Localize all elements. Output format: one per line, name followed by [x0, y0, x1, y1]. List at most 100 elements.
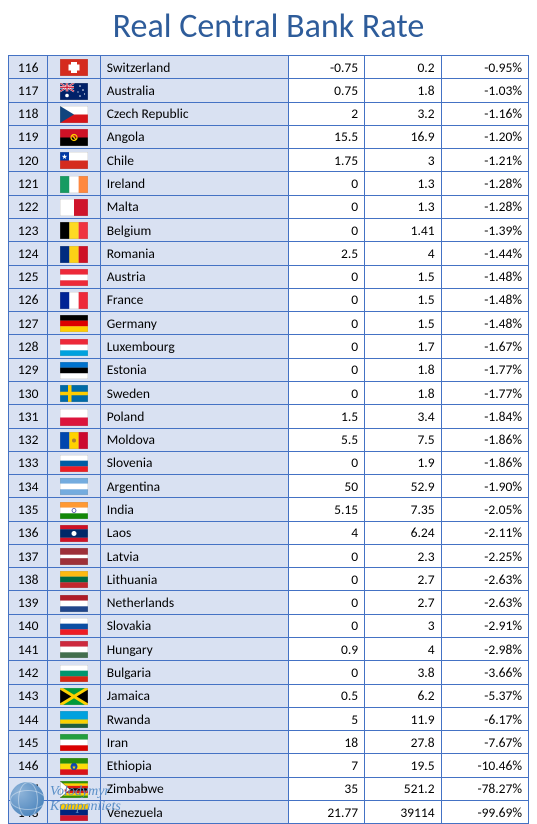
flag-cell: [48, 475, 100, 498]
value1-cell: 0.5: [288, 684, 364, 707]
country-cell: Sweden: [100, 381, 288, 404]
percent-cell: -2.25%: [441, 544, 528, 567]
percent-cell: -1.48%: [441, 288, 528, 311]
country-cell: Poland: [100, 405, 288, 428]
country-cell: Bulgaria: [100, 661, 288, 684]
flag-cell: [48, 335, 100, 358]
value1-cell: 0: [288, 335, 364, 358]
country-cell: Ireland: [100, 172, 288, 195]
flag-cell: [48, 125, 100, 148]
percent-cell: -6.17%: [441, 707, 528, 730]
percent-cell: -5.37%: [441, 684, 528, 707]
country-cell: Rwanda: [100, 707, 288, 730]
country-cell: Austria: [100, 265, 288, 288]
table-row: 122 Malta 0 1.3 -1.28%: [9, 195, 529, 218]
svg-text:★: ★: [72, 765, 77, 771]
rank-cell: 134: [9, 475, 48, 498]
percent-cell: -99.69%: [441, 801, 528, 824]
percent-cell: -3.66%: [441, 661, 528, 684]
table-row: 121 Ireland 0 1.3 -1.28%: [9, 172, 529, 195]
country-cell: Romania: [100, 242, 288, 265]
table-row: 142 Bulgaria 0 3.8 -3.66%: [9, 661, 529, 684]
table-row: 137 Latvia 0 2.3 -2.25%: [9, 544, 529, 567]
value2-cell: 2.3: [365, 544, 441, 567]
rank-cell: 128: [9, 335, 48, 358]
value1-cell: 50: [288, 475, 364, 498]
percent-cell: -7.67%: [441, 731, 528, 754]
value1-cell: 2: [288, 102, 364, 125]
flag-cell: [48, 428, 100, 451]
country-cell: Iran: [100, 731, 288, 754]
value1-cell: 0.9: [288, 638, 364, 661]
value2-cell: 1.41: [365, 218, 441, 241]
percent-cell: -1.44%: [441, 242, 528, 265]
rank-cell: 146: [9, 754, 48, 777]
value1-cell: 0: [288, 544, 364, 567]
rank-cell: 127: [9, 312, 48, 335]
country-cell: India: [100, 498, 288, 521]
country-cell: Lithuania: [100, 568, 288, 591]
rank-cell: 126: [9, 288, 48, 311]
country-cell: Australia: [100, 79, 288, 102]
percent-cell: -10.46%: [441, 754, 528, 777]
table-row: 116 Switzerland -0.75 0.2 -0.95%: [9, 56, 529, 79]
flag-cell: [48, 312, 100, 335]
value2-cell: 1.7: [365, 335, 441, 358]
flag-cell: [48, 498, 100, 521]
percent-cell: -1.77%: [441, 381, 528, 404]
value2-cell: 52.9: [365, 475, 441, 498]
value2-cell: 1.5: [365, 288, 441, 311]
country-cell: Belgium: [100, 218, 288, 241]
value1-cell: 0: [288, 195, 364, 218]
value1-cell: 0: [288, 451, 364, 474]
country-cell: Laos: [100, 521, 288, 544]
footer: Volodymyr Kompaniiets: [10, 782, 121, 816]
table-row: 134 Argentina 50 52.9 -1.90%: [9, 475, 529, 498]
country-cell: Argentina: [100, 475, 288, 498]
country-cell: France: [100, 288, 288, 311]
country-cell: Venezuela: [100, 801, 288, 824]
value1-cell: 35: [288, 777, 364, 800]
table-row: 127 Germany 0 1.5 -1.48%: [9, 312, 529, 335]
country-cell: Czech Republic: [100, 102, 288, 125]
value1-cell: 1.5: [288, 405, 364, 428]
table-row: 125 Austria 0 1.5 -1.48%: [9, 265, 529, 288]
rank-cell: 133: [9, 451, 48, 474]
percent-cell: -1.67%: [441, 335, 528, 358]
percent-cell: -1.20%: [441, 125, 528, 148]
rank-cell: 138: [9, 568, 48, 591]
rank-cell: 129: [9, 358, 48, 381]
country-cell: Malta: [100, 195, 288, 218]
value2-cell: 1.8: [365, 358, 441, 381]
rank-cell: 125: [9, 265, 48, 288]
value1-cell: 7: [288, 754, 364, 777]
table-row: 140 Slovakia 0 3 -2.91%: [9, 614, 529, 637]
value1-cell: 0: [288, 312, 364, 335]
rank-cell: 130: [9, 381, 48, 404]
table-row: 144 Rwanda 5 11.9 -6.17%: [9, 707, 529, 730]
country-cell: Germany: [100, 312, 288, 335]
flag-cell: [48, 218, 100, 241]
value1-cell: -0.75: [288, 56, 364, 79]
value1-cell: 0: [288, 218, 364, 241]
rank-cell: 120: [9, 149, 48, 172]
country-cell: Slovakia: [100, 614, 288, 637]
value2-cell: 1.8: [365, 381, 441, 404]
flag-cell: [48, 102, 100, 125]
value2-cell: 3: [365, 614, 441, 637]
percent-cell: -1.90%: [441, 475, 528, 498]
rank-cell: 137: [9, 544, 48, 567]
value1-cell: 0.75: [288, 79, 364, 102]
rank-cell: 116: [9, 56, 48, 79]
value1-cell: 4: [288, 521, 364, 544]
value2-cell: 2.7: [365, 568, 441, 591]
value2-cell: 19.5: [365, 754, 441, 777]
table-row: 117 Australia 0.75 1.8 -1.03%: [9, 79, 529, 102]
rank-cell: 136: [9, 521, 48, 544]
flag-cell: [48, 684, 100, 707]
percent-cell: -2.91%: [441, 614, 528, 637]
flag-cell: [48, 614, 100, 637]
percent-cell: -1.84%: [441, 405, 528, 428]
country-cell: Zimbabwe: [100, 777, 288, 800]
value1-cell: 2.5: [288, 242, 364, 265]
